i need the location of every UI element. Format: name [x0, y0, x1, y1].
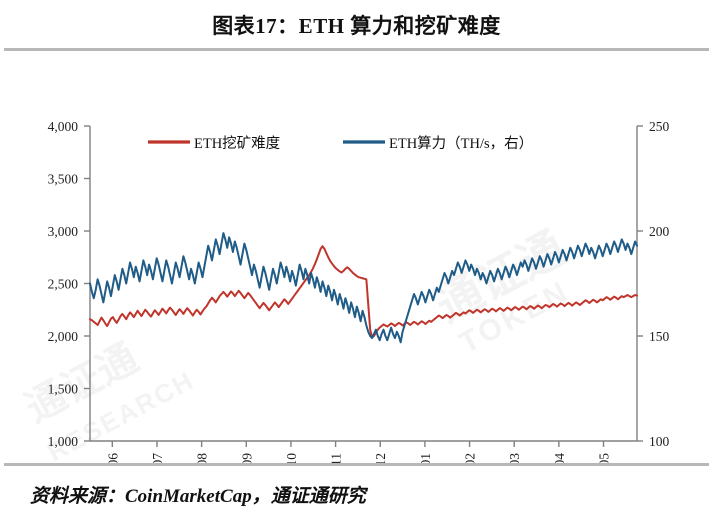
- x-axis-label: 20-05: [597, 453, 612, 463]
- y-axis-left-label: 1,000: [48, 434, 79, 449]
- y-axis-left-label: 4,000: [48, 119, 79, 134]
- y-axis-left-label: 2,000: [48, 329, 79, 344]
- x-axis-label: 19-07: [150, 453, 165, 463]
- x-axis-label: 20-04: [552, 453, 567, 463]
- x-axis-label: 20-02: [463, 453, 478, 463]
- y-axis-right-label: 250: [649, 119, 670, 134]
- footer-area: 资料来源：CoinMarketCap，通证通研究: [0, 466, 713, 522]
- bottom-divider: [4, 463, 709, 466]
- x-axis-label: 20-03: [507, 453, 522, 463]
- y-axis-left-label: 1,500: [48, 382, 79, 397]
- legend-label-hashrate: ETH算力（TH/s，右）: [389, 135, 533, 152]
- x-axis-label: 19-11: [329, 453, 344, 463]
- y-axis-right-label: 200: [649, 224, 670, 239]
- legend-label-difficulty: ETH挖矿难度: [194, 135, 280, 152]
- x-axis-label: 20-01: [418, 453, 433, 463]
- series-line-difficulty: [89, 245, 638, 339]
- y-axis-left-label: 3,000: [48, 224, 79, 239]
- x-axis-label: 19-08: [195, 453, 210, 463]
- page-title: 图表17：ETH 算力和挖矿难度: [212, 14, 501, 38]
- x-axis-label: 19-10: [284, 453, 299, 463]
- series-line-hashrate: [89, 232, 638, 344]
- line-chart: 1,000 1,500 2,000 2,500 3,000 3,500 4,000 100 15…: [48, 119, 670, 463]
- y-axis-right-label: 150: [649, 329, 670, 344]
- y-axis-left-label: 2,500: [48, 277, 79, 292]
- x-axis-label: 19-09: [239, 453, 254, 463]
- y-axis-right-label: 100: [649, 434, 670, 449]
- x-axis-label: 19-12: [373, 453, 388, 463]
- source-label: 资料来源：CoinMarketCap，通证通研究: [30, 485, 366, 507]
- title-area: 图表17：ETH 算力和挖矿难度: [0, 0, 713, 48]
- x-axis-label: 19-06: [105, 453, 120, 463]
- y-axis-left-label: 3,500: [48, 172, 79, 187]
- top-divider: [4, 48, 709, 51]
- chart-region: 通证通 TOKEN 通证通 RESEARCH 1,000 1,500 2,000 2,…: [0, 51, 713, 463]
